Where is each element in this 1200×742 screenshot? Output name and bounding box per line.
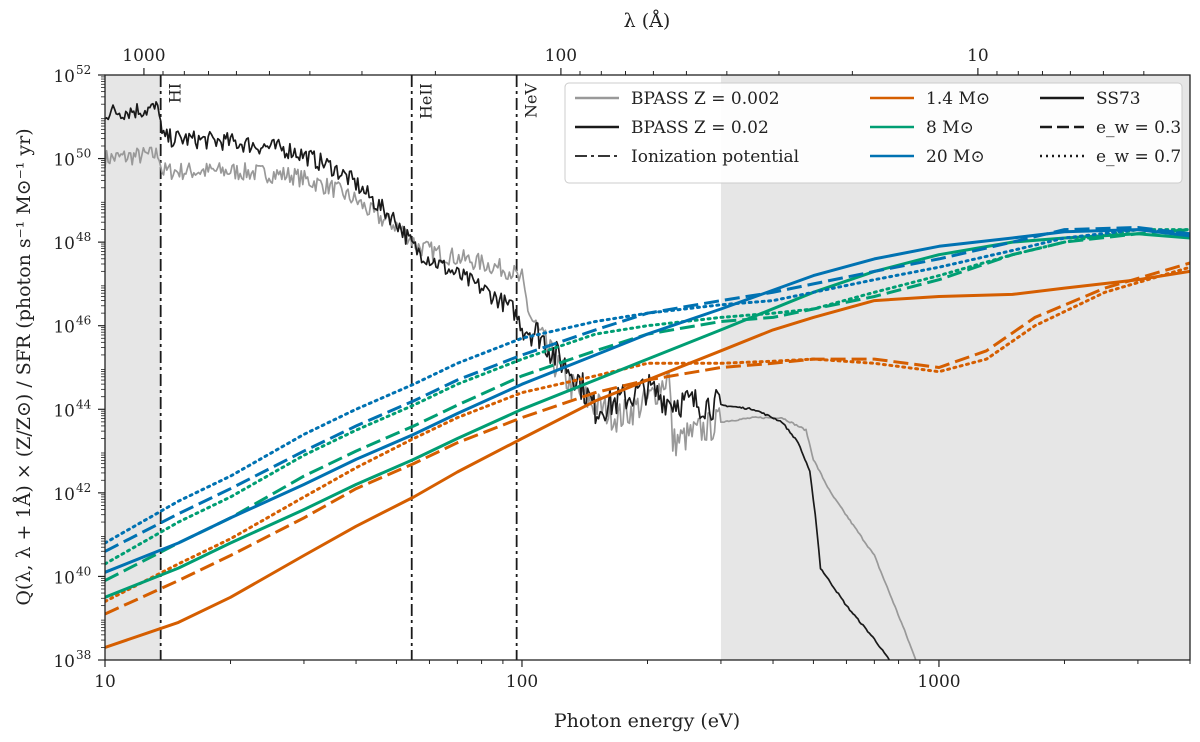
legend-label-3: 1.4 M⊙ <box>926 89 990 109</box>
top-tick-label: 100 <box>545 46 577 66</box>
y-tick-exponent: 42 <box>76 481 91 495</box>
series-line-0 <box>105 146 917 660</box>
y-tick-exponent: 40 <box>76 564 91 578</box>
legend-label-5: 20 M⊙ <box>926 147 985 167</box>
x-tick-label: 1000 <box>917 672 960 692</box>
legend-label-2: Ionization potential <box>631 147 799 167</box>
y-tick-exponent: 38 <box>76 648 91 662</box>
series-line-1 <box>105 101 891 660</box>
legend-box <box>564 82 1183 184</box>
legend-label-1: BPASS Z = 0.02 <box>631 118 769 138</box>
y-tick-exponent: 50 <box>76 147 91 161</box>
series-line-10 <box>105 228 1190 545</box>
y-tick-label: 10 <box>53 652 75 672</box>
y-tick-label: 10 <box>53 318 75 338</box>
top-axis-label: λ (Å) <box>624 10 671 32</box>
ip-label-nev: NeV <box>522 83 541 118</box>
plot-frame <box>104 74 1191 661</box>
ionization-potential-lines <box>159 75 518 660</box>
y-tick-exponent: 48 <box>76 230 91 244</box>
y-tick-exponent: 52 <box>76 63 91 77</box>
series-line-7 <box>105 228 1190 566</box>
series-line-8 <box>105 228 1190 574</box>
series-line-3 <box>105 261 1190 616</box>
y-tick-label: 10 <box>53 67 75 87</box>
top-tick-label: 1000 <box>122 46 165 66</box>
y-tick-label: 10 <box>53 485 75 505</box>
y-tick-label: 10 <box>53 234 75 254</box>
ionization-potential-labels: HI HeII NeV <box>166 83 541 120</box>
series-lines <box>105 101 1190 660</box>
legend-label-4: 8 M⊙ <box>926 118 974 138</box>
legend-label-8: e_w = 0.7 <box>1096 147 1181 167</box>
legend-label-0: BPASS Z = 0.002 <box>631 89 780 109</box>
series-line-4 <box>105 265 1190 603</box>
top-tick-label: 10 <box>967 46 989 66</box>
legend-label-6: SS73 <box>1096 89 1141 109</box>
y-tick-label: 10 <box>53 401 75 421</box>
x-axis-label: Photon energy (eV) <box>554 710 740 732</box>
y-tick-exponent: 44 <box>76 397 92 411</box>
x-tick-label: 100 <box>506 672 538 692</box>
y-axis-label: Q(λ, λ + 1Å) × (Z/Z⊙) / SFR (photon s⁻¹ … <box>13 128 35 605</box>
ip-label-hi: HI <box>166 83 185 103</box>
legend: BPASS Z = 0.002 BPASS Z = 0.02 Ionization … <box>564 82 1183 184</box>
x-tick-label: 10 <box>94 672 116 692</box>
ip-label-heii: HeII <box>417 83 436 119</box>
y-tick-label: 10 <box>53 568 75 588</box>
y-tick-label: 10 <box>53 151 75 171</box>
y-tick-exponent: 46 <box>76 314 91 328</box>
legend-label-7: e_w = 0.3 <box>1096 118 1181 138</box>
